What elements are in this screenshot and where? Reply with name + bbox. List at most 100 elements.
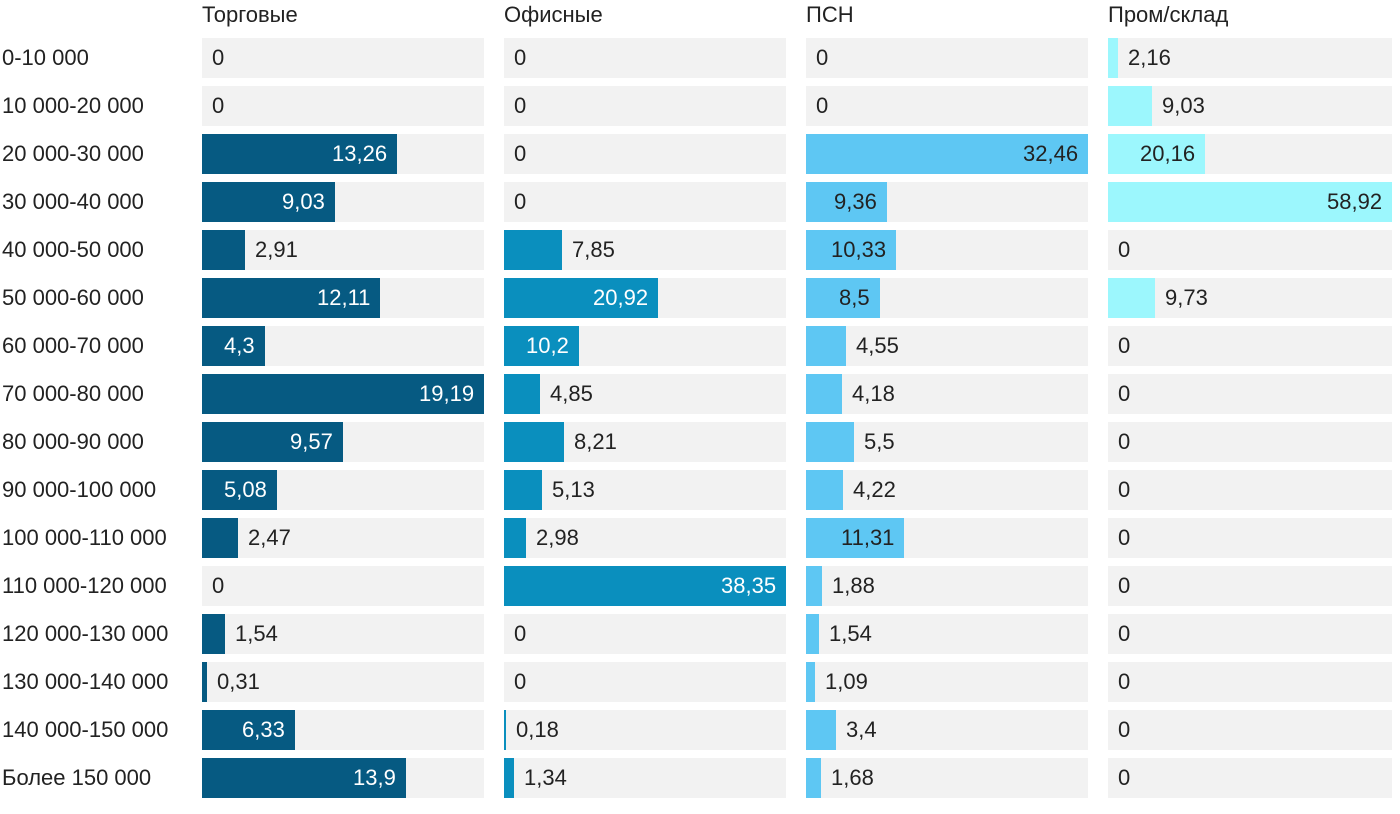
bar — [1108, 86, 1152, 126]
bar-track: 0 — [504, 86, 786, 126]
bar — [202, 662, 207, 702]
row-label: 0-10 000 — [2, 45, 89, 70]
data-label: 0 — [1118, 621, 1131, 646]
bar — [202, 614, 225, 654]
bar — [504, 230, 562, 270]
data-label: 2,16 — [1128, 45, 1171, 70]
data-label: 32,46 — [1023, 141, 1079, 166]
bar-track: 1,68 — [806, 758, 1088, 798]
bar-track: 9,73 — [1108, 278, 1392, 318]
bar — [1108, 278, 1155, 318]
bar — [806, 662, 815, 702]
row-label: 70 000-80 000 — [2, 381, 144, 406]
data-label: 0 — [1118, 717, 1131, 742]
bar-track: 10,33 — [806, 230, 1088, 270]
column-title: Офисные — [504, 2, 603, 27]
data-label: 38,35 — [721, 573, 777, 598]
row-label: 40 000-50 000 — [2, 237, 144, 262]
bar — [202, 758, 406, 798]
data-label: 2,98 — [536, 525, 579, 550]
row-label: 10 000-20 000 — [2, 93, 144, 118]
bar-track: 4,3 — [202, 326, 484, 366]
data-label: 5,08 — [224, 477, 267, 502]
bar — [1108, 134, 1205, 174]
data-label: 0 — [212, 93, 225, 118]
data-label: 0 — [514, 45, 527, 70]
bar-track: 0 — [202, 86, 484, 126]
bar-track: 1,34 — [504, 758, 786, 798]
bar-track: 2,91 — [202, 230, 484, 270]
bar-track: 1,54 — [806, 614, 1088, 654]
bar — [806, 134, 1088, 174]
data-label: 0 — [1118, 333, 1131, 358]
bar-track: 0 — [202, 38, 484, 78]
bar — [504, 710, 506, 750]
bar-track: 10,2 — [504, 326, 786, 366]
data-label: 9,73 — [1165, 285, 1208, 310]
bar-track: 0 — [202, 566, 484, 606]
bar-track: 5,13 — [504, 470, 786, 510]
bar-track: 4,85 — [504, 374, 786, 414]
bar-track: 13,9 — [202, 758, 484, 798]
bar-track: 19,19 — [202, 374, 484, 414]
bar — [202, 230, 245, 270]
bar — [806, 422, 854, 462]
bar — [806, 470, 843, 510]
bar-track: 13,26 — [202, 134, 484, 174]
bar — [504, 470, 542, 510]
bar-track: 0,31 — [202, 662, 484, 702]
column-title: Торговые — [202, 2, 298, 27]
bar — [504, 758, 514, 798]
data-label: 1,54 — [235, 621, 278, 646]
bar — [806, 326, 846, 366]
bar-track: 9,57 — [202, 422, 484, 462]
bar-track: 0 — [504, 662, 786, 702]
data-label: 4,3 — [224, 333, 255, 358]
bar-track: 9,36 — [806, 182, 1088, 222]
data-label: 9,57 — [290, 429, 333, 454]
data-label: 0 — [212, 573, 225, 598]
data-label: 0 — [816, 93, 829, 118]
data-label: 10,33 — [831, 237, 887, 262]
data-label: 1,88 — [832, 573, 875, 598]
bar — [202, 374, 484, 414]
data-label: 0 — [514, 621, 527, 646]
bar — [202, 134, 397, 174]
data-label: 0 — [1118, 237, 1131, 262]
bar-track: 6,33 — [202, 710, 484, 750]
bar-track: 4,55 — [806, 326, 1088, 366]
data-label: 9,03 — [282, 189, 325, 214]
data-label: 4,85 — [550, 381, 593, 406]
bar-track: 1,54 — [202, 614, 484, 654]
data-label: 8,5 — [839, 285, 870, 310]
row-label: 110 000-120 000 — [2, 573, 167, 598]
bar — [202, 326, 265, 366]
data-label: 19,19 — [419, 381, 475, 406]
bar-track: 0 — [1108, 326, 1392, 366]
bar — [504, 374, 540, 414]
bar-track: 8,21 — [504, 422, 786, 462]
data-label: 0,31 — [217, 669, 260, 694]
bar — [504, 278, 658, 318]
bar-track: 0 — [1108, 614, 1392, 654]
bar-track: 0 — [1108, 374, 1392, 414]
bar-track: 58,92 — [1108, 182, 1392, 222]
bar — [202, 518, 238, 558]
data-label: 0 — [1118, 477, 1131, 502]
bar-track: 4,18 — [806, 374, 1088, 414]
data-label: 3,4 — [846, 717, 877, 742]
bar — [202, 422, 343, 462]
bar-track: 0 — [1108, 710, 1392, 750]
data-label: 0 — [514, 189, 527, 214]
bar — [504, 422, 564, 462]
bar-track: 8,5 — [806, 278, 1088, 318]
data-label: 1,34 — [524, 765, 567, 790]
data-label: 2,47 — [248, 525, 291, 550]
data-label: 4,55 — [856, 333, 899, 358]
bar-track: 2,16 — [1108, 38, 1392, 78]
bar-track: 0 — [1108, 518, 1392, 558]
data-label: 5,5 — [864, 429, 895, 454]
data-label: 12,11 — [317, 285, 371, 310]
bar-track: 2,98 — [504, 518, 786, 558]
